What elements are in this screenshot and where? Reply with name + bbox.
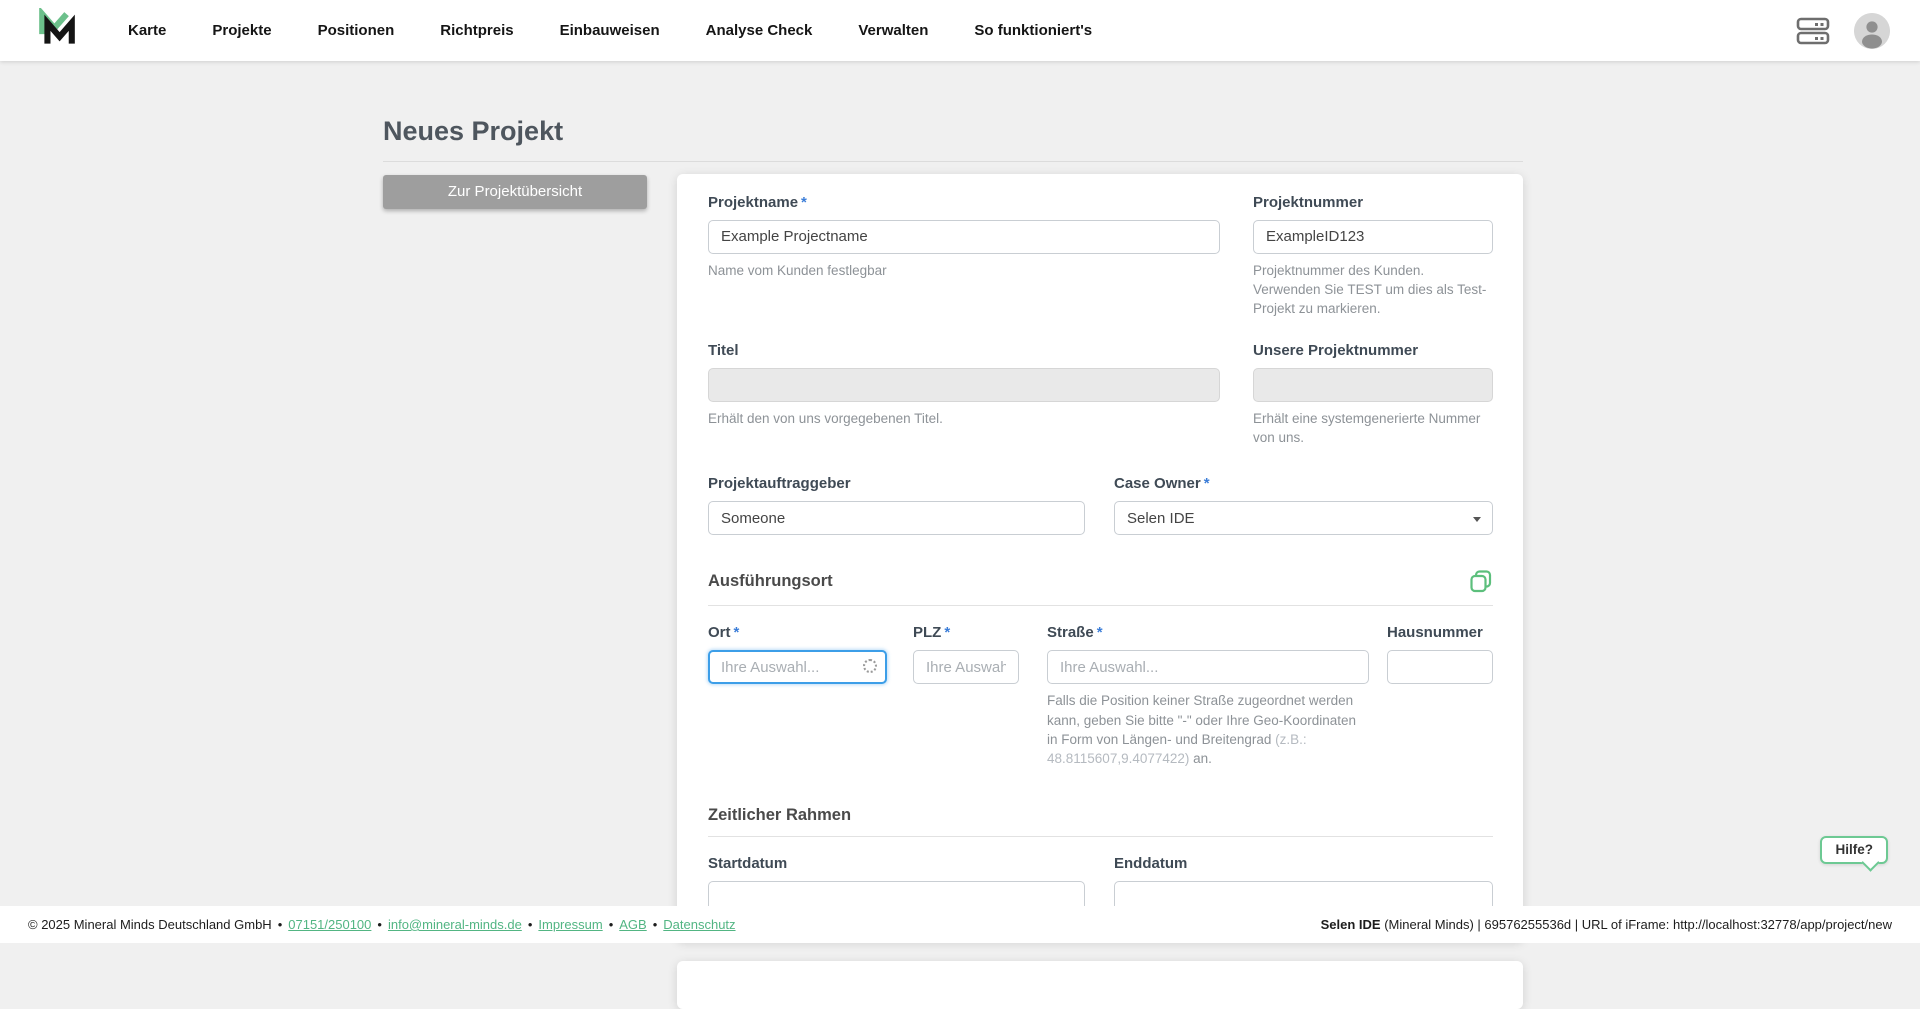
nav-item-einbauweisen[interactable]: Einbauweisen <box>560 22 660 39</box>
field-ort: Ort* <box>708 624 887 768</box>
server-icon[interactable] <box>1796 15 1830 47</box>
projektname-input[interactable] <box>708 220 1220 254</box>
plz-input[interactable] <box>913 650 1019 684</box>
nav-item-verwalten[interactable]: Verwalten <box>858 22 928 39</box>
strasse-label: Straße* <box>1047 624 1369 641</box>
field-hausnummer: Hausnummer <box>1387 624 1493 768</box>
projektauftraggeber-label: Projektauftraggeber <box>708 475 1085 492</box>
nav-item-karte[interactable]: Karte <box>128 22 166 39</box>
nav-item-richtpreis[interactable]: Richtpreis <box>440 22 513 39</box>
user-avatar[interactable] <box>1854 13 1890 49</box>
projektauftraggeber-input[interactable] <box>708 501 1085 535</box>
mineral-minds-logo-icon <box>36 8 78 53</box>
section-divider <box>708 836 1493 837</box>
new-project-form-card: Projektname* Name vom Kunden festlegbar … <box>677 174 1523 941</box>
ort-input[interactable] <box>708 650 887 684</box>
page-footer: © 2025 Mineral Minds Deutschland GmbH • … <box>0 906 1920 943</box>
unsere-projektnummer-helper: Erhält eine systemgenerierte Nummer von … <box>1253 409 1493 447</box>
plz-label: PLZ* <box>913 624 1019 641</box>
footer-session-details: (Mineral Minds) | 69576255536d | URL of … <box>1381 917 1892 932</box>
unsere-projektnummer-label: Unsere Projektnummer <box>1253 342 1493 359</box>
projektname-label: Projektname* <box>708 194 1220 211</box>
projektnummer-label: Projektnummer <box>1253 194 1493 211</box>
hausnummer-label: Hausnummer <box>1387 624 1493 641</box>
footer-link-phone[interactable]: 07151/250100 <box>288 917 371 932</box>
case-owner-selected-value: Selen IDE <box>1127 510 1195 527</box>
separator-dot: • <box>377 917 382 932</box>
hausnummer-input[interactable] <box>1387 650 1493 684</box>
startdatum-label: Startdatum <box>708 855 1085 872</box>
required-marker: * <box>734 624 740 641</box>
strasse-input[interactable] <box>1047 650 1369 684</box>
projektnummer-input[interactable] <box>1253 220 1493 254</box>
field-strasse: Straße* Falls die Position keiner Straße… <box>1047 624 1369 768</box>
footer-user-name: Selen IDE <box>1321 917 1381 932</box>
separator-dot: • <box>278 917 283 932</box>
titel-helper: Erhält den von uns vorgegebenen Titel. <box>708 409 1220 428</box>
footer-link-impressum[interactable]: Impressum <box>538 917 602 932</box>
top-navbar: Karte Projekte Positionen Richtpreis Ein… <box>0 0 1920 61</box>
section-title-zeitlicher-rahmen: Zeitlicher Rahmen <box>708 806 851 825</box>
copyright-text: © 2025 Mineral Minds Deutschland GmbH <box>28 917 272 932</box>
chevron-down-icon <box>1473 517 1481 522</box>
enddatum-label: Enddatum <box>1114 855 1493 872</box>
separator-dot: • <box>653 917 658 932</box>
field-projektauftraggeber: Projektauftraggeber <box>708 475 1085 535</box>
next-section-card <box>677 961 1523 1009</box>
required-marker: * <box>1204 475 1210 492</box>
field-plz: PLZ* <box>913 624 1019 768</box>
navbar-right <box>1796 13 1890 49</box>
nav-item-analyse-check[interactable]: Analyse Check <box>706 22 813 39</box>
help-button[interactable]: Hilfe? <box>1820 836 1888 864</box>
footer-link-email[interactable]: info@mineral-minds.de <box>388 917 522 932</box>
titel-input <box>708 368 1220 402</box>
case-owner-label: Case Owner* <box>1114 475 1493 492</box>
footer-link-datenschutz[interactable]: Datenschutz <box>663 917 735 932</box>
nav-item-positionen[interactable]: Positionen <box>318 22 395 39</box>
separator-dot: • <box>609 917 614 932</box>
left-column: Zur Projektübersicht <box>383 174 647 209</box>
unsere-projektnummer-input <box>1253 368 1493 402</box>
nav-item-projekte[interactable]: Projekte <box>212 22 271 39</box>
projektname-helper: Name vom Kunden festlegbar <box>708 261 1220 280</box>
main-menu: Karte Projekte Positionen Richtpreis Ein… <box>128 22 1092 39</box>
case-owner-select[interactable]: Selen IDE <box>1114 501 1493 535</box>
projektnummer-helper: Projektnummer des Kunden. Verwenden Sie … <box>1253 261 1493 318</box>
copy-icon[interactable] <box>1469 569 1493 594</box>
section-title-ausfuehrungsort: Ausführungsort <box>708 572 833 591</box>
field-case-owner: Case Owner* Selen IDE <box>1114 475 1493 535</box>
required-marker: * <box>801 194 807 211</box>
titel-label: Titel <box>708 342 1220 359</box>
footer-link-agb[interactable]: AGB <box>619 917 646 932</box>
required-marker: * <box>1097 624 1103 641</box>
footer-left: © 2025 Mineral Minds Deutschland GmbH • … <box>28 917 736 932</box>
strasse-helper: Falls die Position keiner Straße zugeord… <box>1047 691 1369 768</box>
main-content: Neues Projekt Zur Projektübersicht Proje… <box>383 61 1523 1009</box>
page-title: Neues Projekt <box>383 117 1523 147</box>
section-divider <box>708 605 1493 606</box>
nav-item-so-funktionierts[interactable]: So funktioniert's <box>974 22 1092 39</box>
field-projektname: Projektname* Name vom Kunden festlegbar <box>708 194 1220 318</box>
title-divider <box>383 161 1523 162</box>
required-marker: * <box>944 624 950 641</box>
field-titel: Titel Erhält den von uns vorgegebenen Ti… <box>708 342 1220 447</box>
separator-dot: • <box>528 917 533 932</box>
brand-logo[interactable] <box>36 8 78 53</box>
back-to-project-overview-button[interactable]: Zur Projektübersicht <box>383 175 647 209</box>
ort-label: Ort* <box>708 624 887 641</box>
footer-session-info: Selen IDE (Mineral Minds) | 69576255536d… <box>1321 917 1892 932</box>
field-unsere-projektnummer: Unsere Projektnummer Erhält eine systemg… <box>1253 342 1493 447</box>
field-projektnummer: Projektnummer Projektnummer des Kunden. … <box>1253 194 1493 318</box>
